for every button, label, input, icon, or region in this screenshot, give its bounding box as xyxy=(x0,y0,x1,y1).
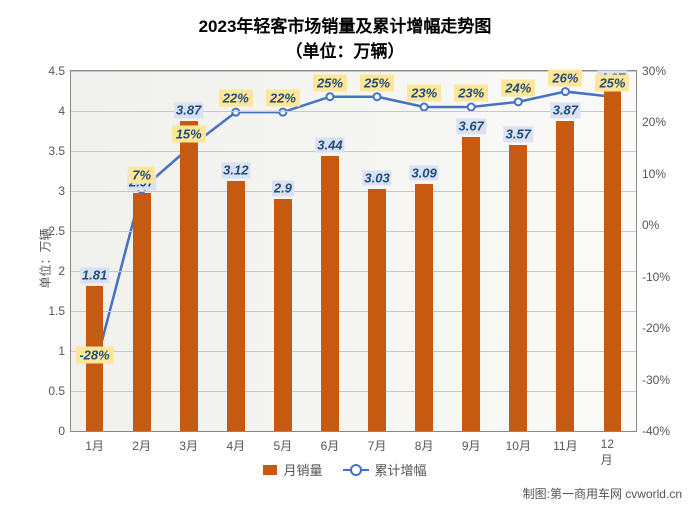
ytick-left: 1.5 xyxy=(48,304,71,318)
credit-text: 制图:第一商用车网 cvworld.cn xyxy=(523,485,682,502)
xtick: 6月 xyxy=(321,431,340,454)
bar xyxy=(180,121,198,431)
ytick-right: 30% xyxy=(636,64,666,78)
bar-value-label: 3.87 xyxy=(551,103,580,119)
xtick: 7月 xyxy=(368,431,387,454)
xtick: 5月 xyxy=(274,431,293,454)
bar xyxy=(133,193,151,431)
ytick-left: 3 xyxy=(58,184,71,198)
ytick-right: -10% xyxy=(636,270,670,284)
title-line-2: （单位：万辆） xyxy=(0,37,690,62)
xtick: 4月 xyxy=(226,431,245,454)
line-value-label: 24% xyxy=(501,79,535,96)
plot-area: 00.511.522.533.544.5-40%-30%-20%-10%0%10… xyxy=(70,70,637,432)
line-series xyxy=(71,71,636,431)
bar xyxy=(227,181,245,431)
line-value-label: 23% xyxy=(454,85,488,102)
chart-container: 2023年轻客市场销量及累计增幅走势图 （单位：万辆） 单位：万辆 00.511… xyxy=(0,0,690,510)
xtick: 3月 xyxy=(179,431,198,454)
ytick-left: 4.5 xyxy=(48,64,71,78)
bar xyxy=(415,184,433,431)
line-value-label: 15% xyxy=(172,126,206,143)
bar xyxy=(462,137,480,431)
gridline xyxy=(71,151,636,152)
ytick-right: -40% xyxy=(636,424,670,438)
bar-value-label: 3.12 xyxy=(221,163,250,179)
chart-title: 2023年轻客市场销量及累计增幅走势图 （单位：万辆） xyxy=(0,0,690,62)
bar xyxy=(509,145,527,431)
gridline xyxy=(71,231,636,232)
line-value-label: 25% xyxy=(313,74,347,91)
bar-value-label: 2.9 xyxy=(272,180,294,196)
bar-value-label: 3.67 xyxy=(457,119,486,135)
legend: 月销量 累计增幅 xyxy=(0,460,690,479)
line-value-label: 25% xyxy=(595,74,629,91)
legend-swatch-bar xyxy=(263,465,277,475)
bar-value-label: 3.09 xyxy=(409,165,438,181)
gridline xyxy=(71,311,636,312)
ytick-left: 1 xyxy=(58,344,71,358)
legend-item-line: 累计增幅 xyxy=(343,460,427,479)
ytick-left: 3.5 xyxy=(48,144,71,158)
line-value-label: 22% xyxy=(219,90,253,107)
legend-swatch-line xyxy=(343,469,369,471)
ytick-left: 0 xyxy=(58,424,71,438)
gridline xyxy=(71,191,636,192)
bar xyxy=(274,199,292,431)
xtick: 10月 xyxy=(506,431,531,454)
legend-bar-label: 月销量 xyxy=(283,460,322,479)
line-value-label: -28% xyxy=(75,347,113,364)
bar xyxy=(368,189,386,431)
ytick-left: 4 xyxy=(58,104,71,118)
line-value-label: 26% xyxy=(548,69,582,86)
legend-item-bar: 月销量 xyxy=(263,460,322,479)
ytick-right: -20% xyxy=(636,321,670,335)
title-line-1: 2023年轻客市场销量及累计增幅走势图 xyxy=(0,12,690,37)
bar-value-label: 3.87 xyxy=(174,103,203,119)
bar-value-label: 3.44 xyxy=(315,137,344,153)
line-value-label: 23% xyxy=(407,85,441,102)
ytick-left: 2 xyxy=(58,264,71,278)
xtick: 11月 xyxy=(553,431,577,454)
xtick: 2月 xyxy=(132,431,151,454)
bar-value-label: 3.03 xyxy=(362,170,391,186)
line-value-label: 7% xyxy=(128,167,155,184)
xtick: 9月 xyxy=(462,431,481,454)
legend-line-label: 累计增幅 xyxy=(375,460,427,479)
ytick-left: 0.5 xyxy=(48,384,71,398)
ytick-right: 10% xyxy=(636,167,666,181)
bar-value-label: 1.81 xyxy=(80,268,109,284)
gridline xyxy=(71,391,636,392)
gridline xyxy=(71,351,636,352)
gridline xyxy=(71,271,636,272)
bar xyxy=(556,121,574,431)
ytick-left: 2.5 xyxy=(48,224,71,238)
bar xyxy=(321,156,339,431)
ytick-right: -30% xyxy=(636,373,670,387)
ytick-right: 20% xyxy=(636,115,666,129)
bar-value-label: 3.57 xyxy=(504,127,533,143)
ytick-right: 0% xyxy=(636,218,659,232)
bar xyxy=(604,89,622,431)
xtick: 1月 xyxy=(85,431,104,454)
xtick: 8月 xyxy=(415,431,434,454)
line-value-label: 25% xyxy=(360,74,394,91)
line-value-label: 22% xyxy=(266,90,300,107)
